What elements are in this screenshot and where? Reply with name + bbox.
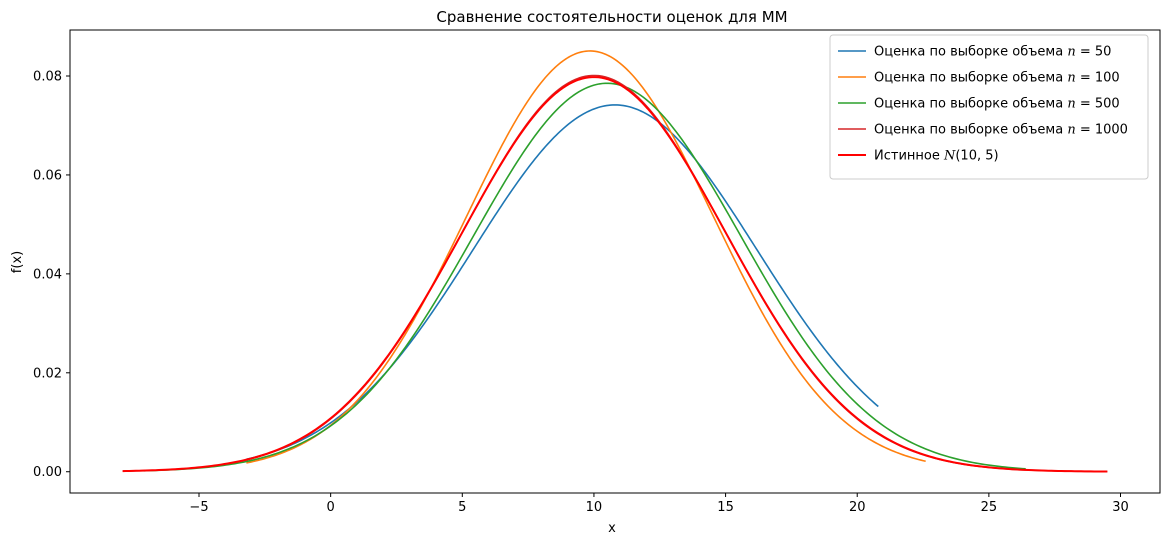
plot-area: [122, 50, 1108, 473]
series-line-1: [246, 104, 879, 461]
x-axis-label: x: [608, 521, 616, 536]
legend-label-text: Оценка по выборке объема: [874, 71, 1067, 86]
legend-label-1: Оценка по выборке объема n = 50: [874, 45, 1111, 60]
legend-label-value: = 1000: [1076, 123, 1128, 138]
y-tick-label: 0.06: [33, 168, 62, 183]
legend-label-variable: n: [1067, 71, 1075, 86]
legend-label-variable: n: [1067, 97, 1075, 112]
legend-label-2: Оценка по выборке объема n = 100: [874, 71, 1120, 86]
legend-label-value: = 100: [1076, 71, 1120, 86]
series-line-3: [143, 82, 1026, 472]
legend-label-text: Истинное: [874, 149, 944, 164]
y-tick-label: 0.00: [33, 465, 62, 480]
legend-label-3: Оценка по выборке объема n = 500: [874, 97, 1120, 112]
x-tick-label: 25: [981, 500, 998, 515]
legend-label-value: (10, 5): [955, 149, 998, 164]
legend-label-text: Оценка по выборке объема: [874, 97, 1067, 112]
x-tick-label: 30: [1112, 500, 1129, 515]
plot-frame: [69, 29, 1161, 494]
series-line-2: [246, 50, 926, 464]
legend-label-value: = 50: [1076, 45, 1112, 60]
legend-label-variable: n: [1067, 45, 1075, 60]
legend-label-value: = 500: [1076, 97, 1120, 112]
axes: −5 0 5 10 15 20 25 30 0.00 0.02 0.04 0.06 0.08: [33, 29, 1161, 515]
x-tick-label: −5: [189, 500, 208, 515]
x-tick-label: 0: [327, 500, 335, 515]
y-tick-label: 0.04: [33, 267, 62, 282]
x-tick-label: 5: [458, 500, 466, 515]
y-axis-label: f(x): [10, 251, 25, 273]
legend-label-variable: n: [1067, 123, 1075, 138]
x-tick-label: 10: [586, 500, 603, 515]
chart-title: Сравнение состоятельности оценок для ММ: [436, 8, 787, 26]
legend-label-5: Истинное N(10, 5): [874, 149, 999, 164]
legend-label-text: Оценка по выборке объема: [874, 123, 1067, 138]
x-tick-label: 15: [717, 500, 734, 515]
y-tick-label: 0.02: [33, 366, 62, 381]
legend-label-variable: N: [943, 149, 956, 164]
x-tick-label: 20: [849, 500, 866, 515]
legend-label-text: Оценка по выборке объема: [874, 45, 1067, 60]
series-line-5: [122, 76, 1108, 473]
legend-box: [829, 34, 1149, 180]
y-tick-label: 0.08: [33, 70, 62, 85]
legend-label-4: Оценка по выборке объема n = 1000: [874, 123, 1128, 138]
